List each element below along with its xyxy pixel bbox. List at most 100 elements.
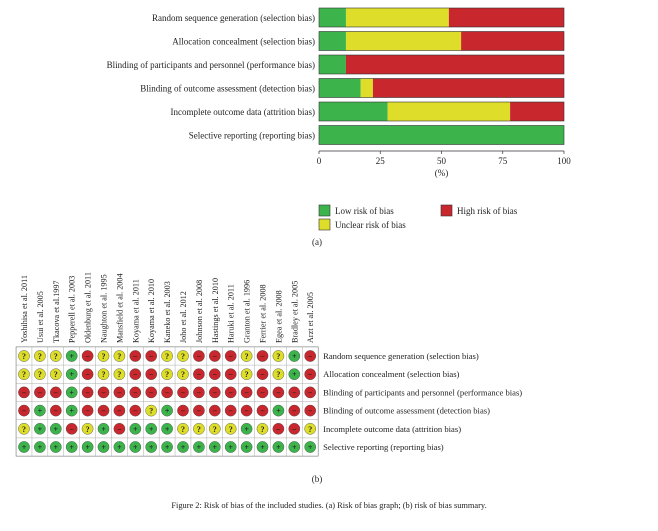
domain-label: Blinding of outcome assessment (detectio… [323,406,490,416]
risk-symbol: − [292,407,297,416]
risk-dot-high [34,386,46,399]
risk-symbol: − [228,370,233,379]
risk-dot-high [145,350,157,362]
risk-dot-unclear [161,368,173,381]
bar-segment [448,8,564,27]
risk-symbol: − [85,370,90,379]
risk-dot-high [240,386,253,399]
domain-label: Random sequence generation (selection bi… [323,351,479,361]
risk-symbol: − [133,352,138,361]
risk-symbol: ? [22,352,26,361]
bar-outline [318,125,565,145]
x-axis-title: (%) [435,168,449,178]
legend-label-low: Low risk of bias [335,206,394,216]
risk-dot-unclear [224,422,237,435]
risk-dot-low [256,441,269,453]
risk-symbol: ? [245,352,249,361]
bar-outline [318,7,565,28]
risk-dot-low [65,404,78,417]
study-label: Ferrier et al. 2008 [259,284,268,343]
risk-symbol: ? [276,352,280,361]
risk-dot-high [256,404,269,417]
risk-dot-high [208,386,221,399]
study-label: Koyama et al. 2011 [131,279,140,343]
risk-dot-high [129,386,142,399]
risk-symbol: − [292,388,297,397]
risk-dot-low [129,441,142,453]
risk-dot-unclear [272,350,285,362]
risk-dot-low [272,441,285,453]
risk-symbol: − [197,370,202,379]
risk-symbol: ? [181,352,185,361]
risk-symbol: − [181,388,186,397]
risk-symbol: + [101,425,106,434]
risk-symbol: ? [149,407,153,416]
risk-dot-low [272,404,285,417]
risk-symbol: + [165,443,170,452]
bar-outline [318,78,565,98]
bar-outline [318,101,565,122]
risk-dot-unclear [145,404,157,417]
risk-symbol: − [117,407,122,416]
risk-symbol: − [260,370,265,379]
risk-dot-high [256,368,269,381]
bar-segment [319,55,346,74]
bar-segment [319,125,564,145]
risk-dot-low [129,422,142,435]
risk-symbol: + [117,443,122,452]
risk-dot-high [81,350,94,362]
risk-symbol: − [85,352,90,361]
risk-dot-unclear [193,422,205,435]
risk-dot-low [240,441,253,453]
risk-symbol: + [149,443,154,452]
study-label: Tkacova et al.1997 [52,280,61,343]
bar-segment [345,55,564,74]
risk-symbol: + [292,352,297,361]
risk-symbol: − [260,352,265,361]
risk-symbol: + [133,425,138,434]
bar-segment [319,8,346,27]
panel-a-label: (a) [312,237,322,247]
risk-dot-unclear [177,368,189,381]
risk-symbol: + [54,425,59,434]
risk-dot-high [161,386,173,399]
risk-dot-unclear [256,422,269,435]
risk-symbol: − [117,425,122,434]
risk-symbol: ? [308,425,312,434]
legend-swatch-high [440,204,453,217]
risk-dot-unclear [272,368,285,381]
risk-symbol: ? [276,370,280,379]
risk-symbol: − [244,388,249,397]
risk-symbol: ? [102,370,106,379]
risk-symbol: + [69,407,74,416]
risk-symbol: ? [54,370,58,379]
study-label: Arzt et al. 2005 [306,292,315,343]
risk-dot-low [34,404,46,417]
risk-dot-high [81,404,94,417]
bar-outline [318,31,565,51]
risk-dot-high [113,404,126,417]
risk-dot-low [113,441,126,453]
risk-dot-unclear [177,422,189,435]
risk-dot-low [97,441,110,453]
risk-symbol: + [69,388,74,397]
study-label: Hastings et al. 2010 [211,278,220,343]
bar-segment [319,78,361,98]
risk-dot-high [113,422,126,435]
risk-dot-low [50,441,62,453]
risk-dot-unclear [208,422,221,435]
risk-symbol: − [101,388,106,397]
risk-dot-high [272,422,285,435]
risk-dot-low [177,441,189,453]
risk-dot-unclear [113,350,126,362]
risk-symbol: + [181,443,186,452]
risk-dot-high [50,404,62,417]
risk-dot-high [18,404,30,417]
study-label: Bradley et al. 2005 [290,281,299,343]
study-label: Yoshihisa et al. 2011 [20,275,29,343]
risk-dot-low [65,386,78,399]
study-label: Naughton et al. 1995 [100,274,109,343]
risk-symbol: + [260,443,265,452]
risk-symbol: − [228,388,233,397]
risk-dot-high [304,350,317,362]
